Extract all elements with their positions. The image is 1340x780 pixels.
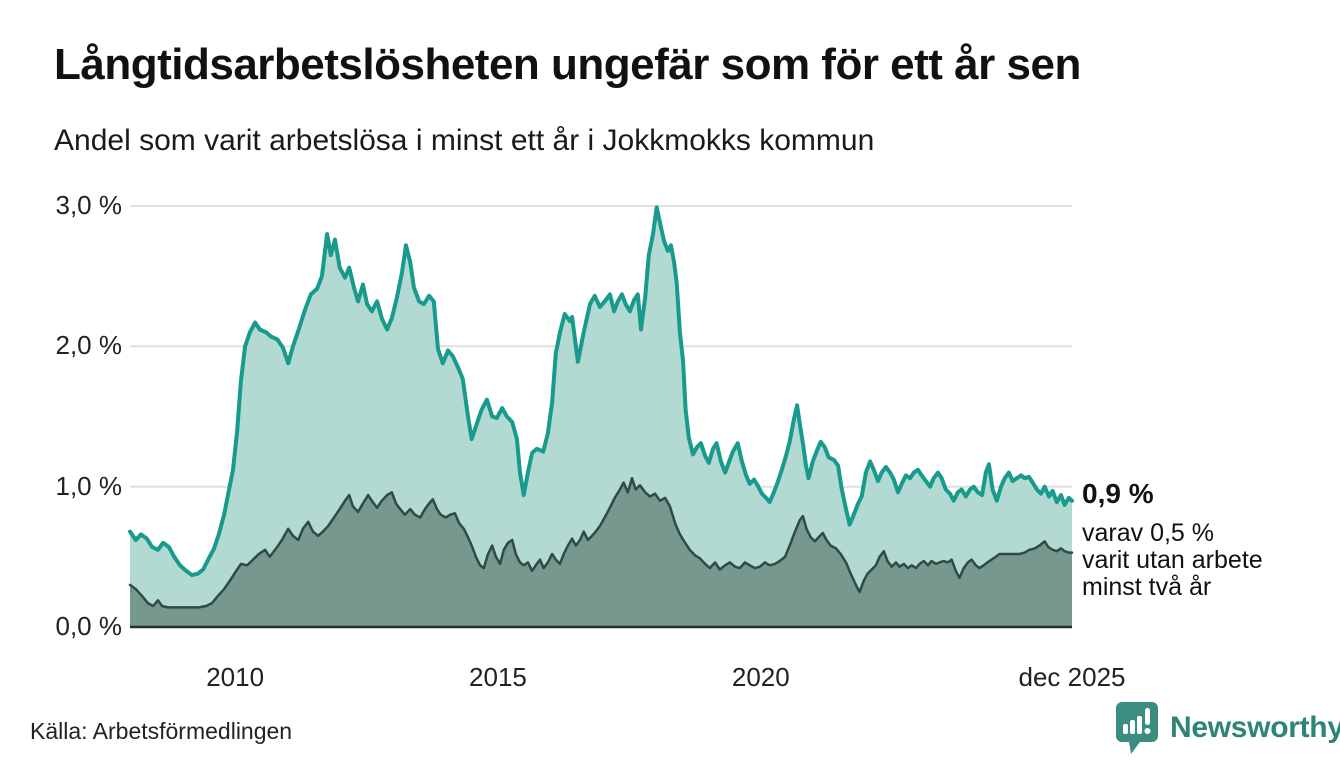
- annotation-note-line: varit utan arbete: [1082, 546, 1263, 574]
- annotation-note-line: varav 0,5 %: [1082, 519, 1215, 547]
- chart-subtitle: Andel som varit arbetslösa i minst ett å…: [54, 124, 875, 157]
- y-axis-tick-label: 0,0 %: [55, 611, 123, 641]
- end-value-label: 0,9 %: [1082, 478, 1154, 509]
- annotation-note-line: minst två år: [1082, 573, 1212, 601]
- brand-name: Newsworthy: [1170, 711, 1340, 744]
- area-chart: [128, 205, 1074, 629]
- page-title: Långtidsarbetslösheten ungefär som för e…: [54, 40, 1081, 89]
- x-axis-tick-label: 2020: [731, 662, 790, 692]
- source-attribution: Källa: Arbetsförmedlingen: [30, 718, 293, 744]
- end-value-annotation: 0,9 % varav 0,5 % varit utan arbete mins…: [1082, 478, 1332, 601]
- y-axis-tick-label: 2,0 %: [55, 330, 123, 361]
- y-axis-tick-label: 1,0 %: [55, 470, 123, 501]
- x-axis-tick-label: dec 2025: [1018, 662, 1126, 692]
- newsworthy-logo: Newsworthy: [1114, 700, 1340, 756]
- bar-chart-speech-bubble-icon: [1116, 702, 1158, 754]
- x-axis-tick-label: 2010: [206, 662, 265, 692]
- x-axis-tick-label: 2015: [469, 662, 527, 692]
- y-axis-tick-label: 3,0 %: [55, 190, 123, 220]
